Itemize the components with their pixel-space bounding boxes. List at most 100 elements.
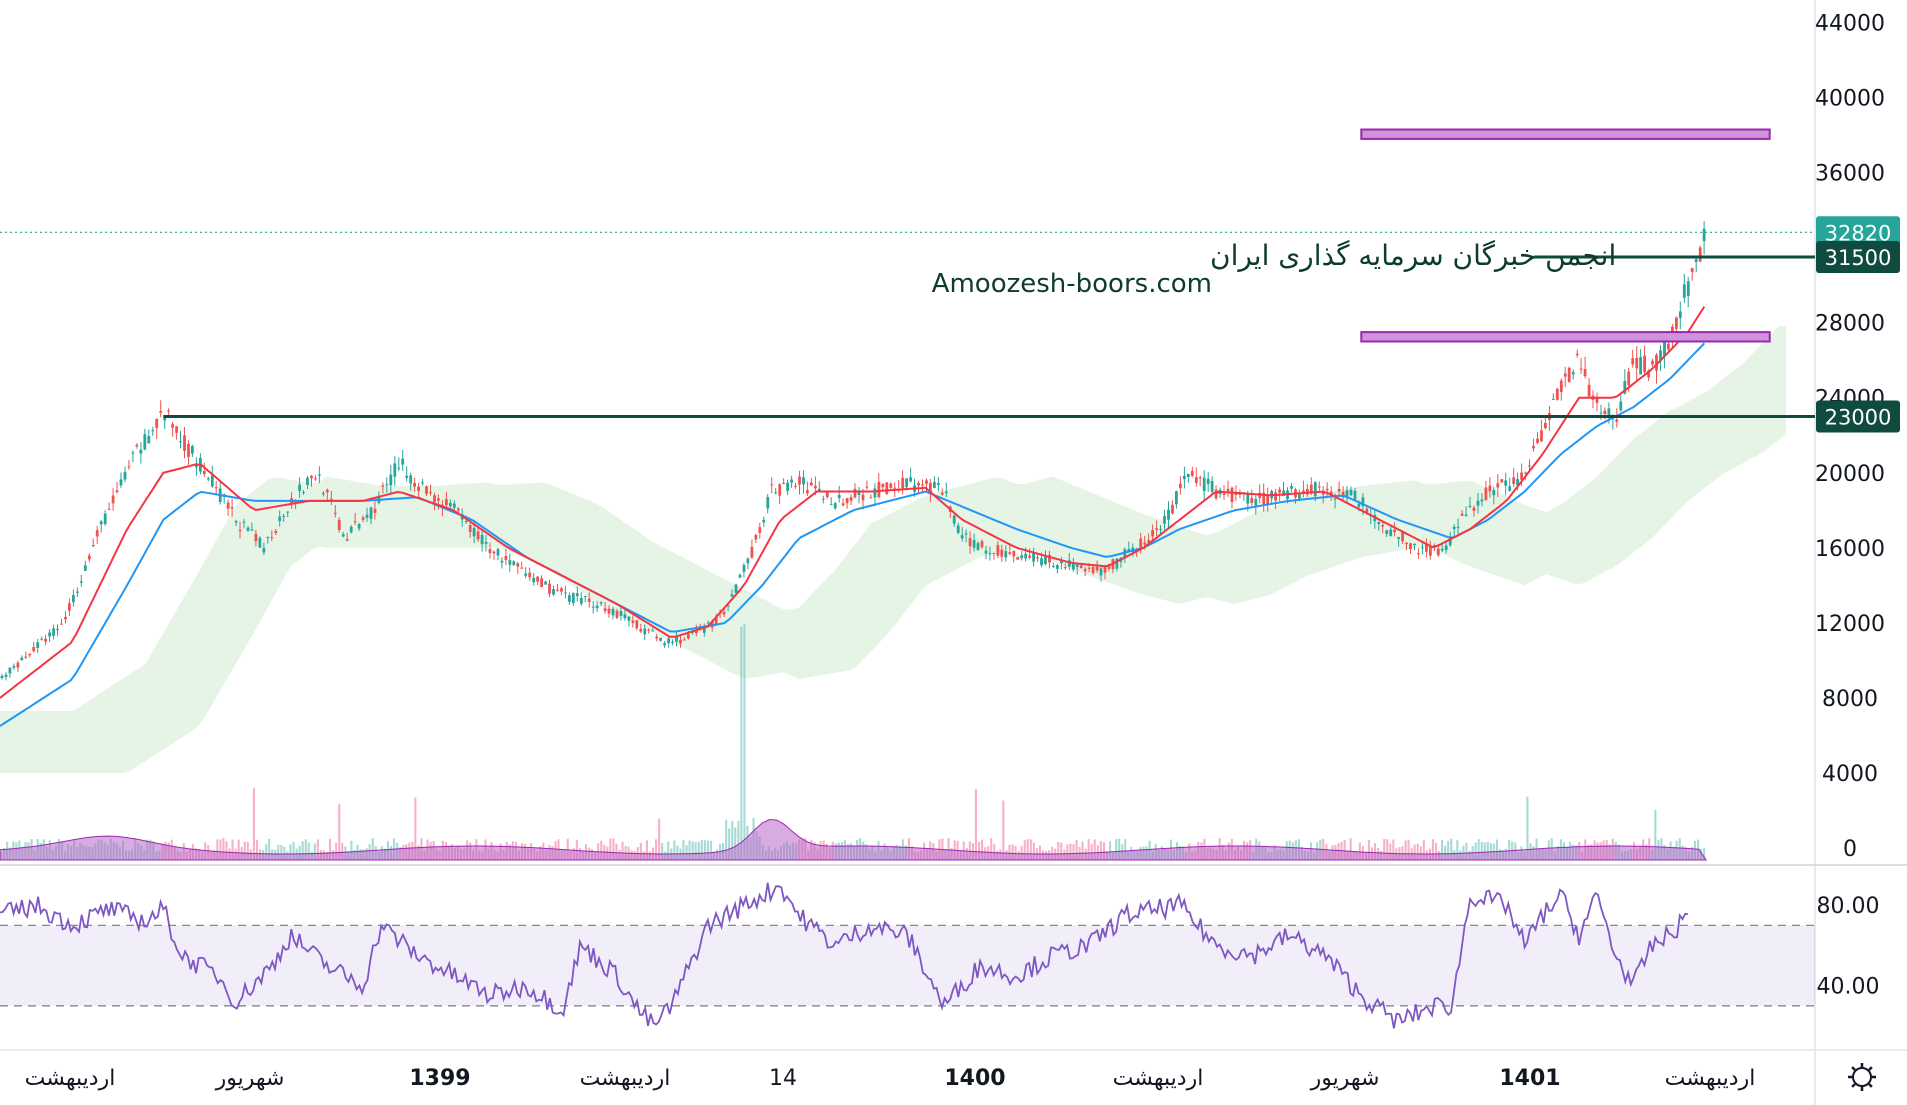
candle-body — [687, 634, 690, 639]
candle-body — [755, 535, 758, 540]
price-tick-label: 0 — [1843, 837, 1857, 862]
candle-body — [909, 477, 912, 481]
candle-body — [1576, 354, 1579, 355]
candle-body — [449, 503, 452, 506]
candle-body — [778, 484, 781, 495]
candle-body — [1584, 369, 1587, 376]
candle-body — [334, 513, 337, 514]
candle-body — [350, 527, 353, 532]
time-label: 14 — [769, 1066, 797, 1091]
gear-tooth — [1869, 1084, 1872, 1087]
candle-body — [342, 534, 345, 536]
candle-body — [1580, 369, 1583, 370]
candle-body — [1528, 465, 1531, 466]
candle-body — [1175, 491, 1178, 504]
candle-body — [477, 531, 480, 539]
candle-body — [620, 611, 623, 616]
candle-body — [683, 640, 686, 641]
candle-body — [1314, 482, 1317, 496]
candle-body — [1377, 522, 1380, 524]
candle-body — [1461, 514, 1464, 516]
candle-body — [231, 507, 234, 509]
candle-body — [509, 560, 512, 565]
candle-body — [628, 617, 631, 621]
candle-body — [1492, 490, 1495, 495]
candle-body — [167, 411, 170, 412]
candle-body — [679, 640, 682, 644]
candle-body — [921, 485, 924, 486]
candle-body — [1445, 546, 1448, 550]
candle-body — [1512, 477, 1515, 484]
candle-body — [1052, 566, 1055, 567]
price-tick-label: 8000 — [1822, 687, 1878, 712]
candle-body — [266, 537, 269, 538]
candle-body — [600, 602, 603, 603]
candle-body — [647, 630, 650, 631]
candle-body — [901, 478, 904, 489]
candle-body — [1159, 529, 1162, 530]
candle-body — [493, 552, 496, 554]
candle-body — [1540, 430, 1543, 441]
candle-body — [243, 522, 246, 523]
candle-body — [1532, 446, 1535, 449]
time-label: 1399 — [409, 1066, 470, 1091]
candle-body — [445, 499, 448, 505]
candle-body — [1191, 471, 1194, 476]
time-label: اردیبهشت — [580, 1066, 671, 1091]
candle-body — [310, 476, 313, 478]
candle-body — [270, 537, 273, 538]
candle-body — [786, 483, 789, 491]
candle-body — [814, 486, 817, 489]
candle-body — [366, 515, 369, 518]
candle-body — [751, 547, 754, 558]
candle-body — [588, 599, 591, 603]
candle-body — [5, 675, 8, 677]
candle-body — [1040, 558, 1043, 565]
ichimoku-cloud — [0, 326, 1786, 773]
candle-body — [413, 483, 416, 487]
candle-body — [1000, 550, 1003, 557]
candle-body — [1092, 567, 1095, 573]
candle-body — [92, 545, 95, 546]
candle-body — [663, 643, 666, 645]
candle-body — [108, 509, 111, 510]
candle-body — [457, 509, 460, 511]
resistance-zone — [1361, 130, 1769, 139]
candle-body — [465, 521, 468, 522]
candle-body — [1413, 544, 1416, 545]
candle-body — [76, 592, 79, 593]
candle-body — [9, 668, 12, 674]
candle-body — [112, 496, 115, 504]
candle-body — [104, 514, 107, 524]
time-label: اردیبهشت — [25, 1066, 116, 1091]
candle-body — [564, 593, 567, 594]
candle-body — [32, 647, 35, 651]
candle-body — [382, 485, 385, 486]
candle-body — [136, 445, 139, 447]
candle-body — [540, 578, 543, 587]
level-tag: 31500 — [1825, 246, 1892, 270]
candle-body — [36, 642, 39, 648]
candle-body — [278, 517, 281, 521]
settings-gear-icon[interactable] — [1848, 1063, 1876, 1091]
candle-body — [1695, 259, 1698, 262]
candle-body — [1338, 489, 1341, 492]
level-tag: 23000 — [1825, 406, 1892, 430]
candle-body — [255, 534, 258, 541]
candle-body — [497, 549, 500, 556]
candle-body — [1500, 479, 1503, 482]
candle-body — [739, 575, 742, 578]
candle-body — [417, 487, 420, 491]
candle-body — [263, 548, 266, 552]
candle-body — [1024, 554, 1027, 559]
volume-bar — [338, 804, 340, 860]
candle-body — [1044, 556, 1047, 564]
candle-body — [1211, 481, 1214, 492]
candle-body — [965, 533, 968, 534]
candle-body — [723, 612, 726, 614]
watermark: انجمن خبرگان سرمایه گذاری ایران Amoozesh… — [932, 239, 1617, 299]
candle-body — [1139, 539, 1142, 548]
volume-bar — [743, 624, 745, 860]
candle-body — [1675, 318, 1678, 329]
